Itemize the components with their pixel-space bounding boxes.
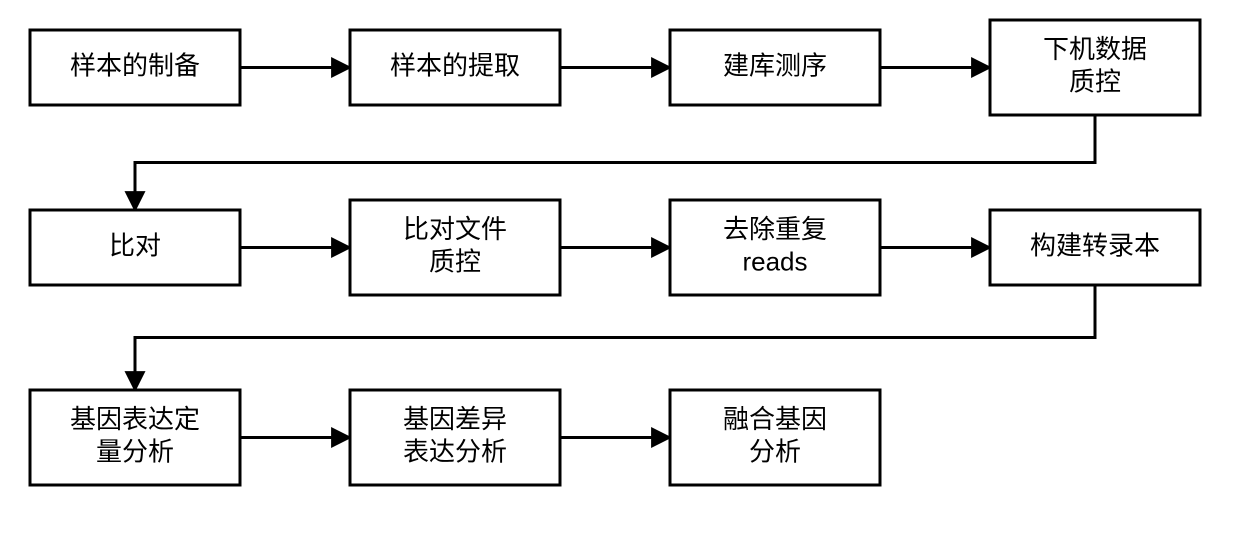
flow-node-label: 比对文件 bbox=[403, 214, 507, 244]
flow-node: 样本的提取 bbox=[350, 30, 560, 105]
flow-node-label: 质控 bbox=[1069, 67, 1121, 97]
flowchart-canvas: 样本的制备样本的提取建库测序下机数据质控比对比对文件质控去除重复reads构建转… bbox=[0, 0, 1239, 540]
flow-node: 下机数据质控 bbox=[990, 20, 1200, 115]
flow-node: 构建转录本 bbox=[990, 210, 1200, 285]
flow-node-label: 量分析 bbox=[96, 437, 174, 467]
flow-node-label: 建库测序 bbox=[723, 50, 827, 80]
flow-node-label: 样本的提取 bbox=[390, 50, 520, 80]
flow-node-label: 基因差异 bbox=[403, 404, 507, 434]
flow-node: 去除重复reads bbox=[670, 200, 880, 295]
flow-node: 建库测序 bbox=[670, 30, 880, 105]
flow-node: 基因表达定量分析 bbox=[30, 390, 240, 485]
flow-node: 样本的制备 bbox=[30, 30, 240, 105]
flow-edge bbox=[135, 115, 1095, 210]
flow-node-label: 构建转录本 bbox=[1030, 230, 1160, 260]
flow-node-label: 比对 bbox=[109, 230, 161, 260]
flow-node-label: 融合基因 bbox=[723, 404, 827, 434]
flow-node-label: 表达分析 bbox=[403, 437, 507, 467]
flow-node-label: reads bbox=[742, 247, 807, 277]
flow-node-label: 质控 bbox=[429, 247, 481, 277]
flow-node-label: 分析 bbox=[749, 437, 801, 467]
flow-node-label: 下机数据 bbox=[1043, 34, 1147, 64]
flow-node-label: 去除重复 bbox=[723, 214, 827, 244]
flow-node: 比对文件质控 bbox=[350, 200, 560, 295]
flow-edge bbox=[135, 285, 1095, 390]
flow-node: 比对 bbox=[30, 210, 240, 285]
flow-node: 融合基因分析 bbox=[670, 390, 880, 485]
flow-node-label: 基因表达定 bbox=[70, 404, 200, 434]
flow-node: 基因差异表达分析 bbox=[350, 390, 560, 485]
flow-node-label: 样本的制备 bbox=[70, 50, 200, 80]
